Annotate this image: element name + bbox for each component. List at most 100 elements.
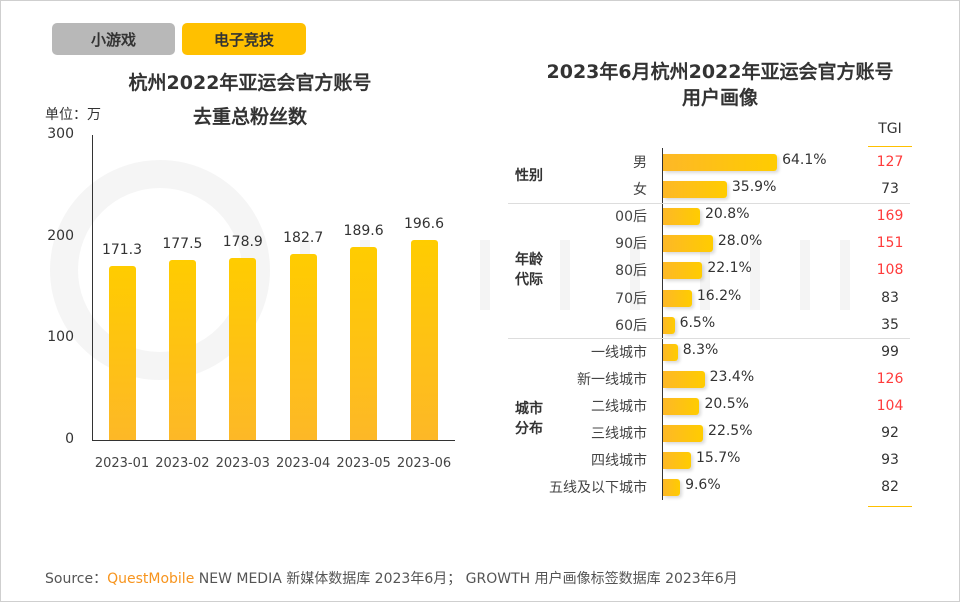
tgi-value: 151 <box>876 235 904 252</box>
tgi-value: 126 <box>876 370 904 387</box>
percent-label: 15.7% <box>695 450 741 467</box>
group-label: 城市 分布 <box>515 399 545 439</box>
percent-label: 35.9% <box>731 179 777 196</box>
bar-2023-02 <box>168 259 196 440</box>
bar-2023-03 <box>229 258 257 440</box>
tgi-value: 169 <box>876 208 904 225</box>
y-axis <box>92 135 93 440</box>
group-separator <box>508 338 910 340</box>
y-tick-label: 200 <box>47 227 74 244</box>
y-tick-label: 100 <box>47 329 74 346</box>
left-chart-title-2: 去重总粉丝数 <box>192 106 307 128</box>
category-label: 一线城市 <box>591 344 647 361</box>
category-label: 五线及以下城市 <box>549 480 647 497</box>
group-label: 年龄 代际 <box>515 250 545 290</box>
group-label-line1: 性别 <box>515 167 543 184</box>
data-label: 182.7 <box>283 230 324 247</box>
percent-label: 9.6% <box>685 477 721 494</box>
category-label: 00后 <box>615 209 647 226</box>
tgi-value: 83 <box>881 289 899 306</box>
y-tick-label: 0 <box>65 431 74 447</box>
percent-label: 23.4% <box>709 368 755 385</box>
percent-label: 20.8% <box>705 206 750 223</box>
group-label-line1: 年龄 <box>515 252 543 269</box>
right-chart-title-2: 用户画像 <box>681 87 758 109</box>
bar-女 <box>663 181 727 199</box>
category-label: 三线城市 <box>591 426 647 442</box>
group-label-line2: 代际 <box>515 272 543 289</box>
tgi-value: 93 <box>881 452 899 469</box>
percent-label: 6.5% <box>679 314 716 331</box>
x-axis <box>92 440 455 441</box>
percent-label: 28.0% <box>717 233 763 250</box>
percent-label: 64.1% <box>782 152 827 168</box>
percent-label: 16.2% <box>696 287 742 304</box>
tgi-footer-underline <box>868 506 912 507</box>
data-label: 196.6 <box>403 216 445 233</box>
category-label: 新一线城市 <box>577 371 647 388</box>
bar-四线城市 <box>663 452 691 470</box>
tgi-header-underline <box>868 146 912 147</box>
x-tick-label: 2023-04 <box>276 456 331 471</box>
x-tick-label: 2023-05 <box>336 456 391 471</box>
right-chart-title-1: 2023年6月杭州2022年亚运会官方账号 <box>546 61 894 83</box>
percent-label: 22.1% <box>707 260 752 277</box>
tgi-value: 99 <box>881 343 899 360</box>
bar-2023-04 <box>289 254 317 440</box>
tgi-value: 73 <box>881 181 899 198</box>
data-label: 189.6 <box>343 223 384 240</box>
bar-2023-06 <box>410 240 438 440</box>
category-axis <box>662 148 663 500</box>
bar-三线城市 <box>663 425 704 442</box>
percent-label: 20.5% <box>704 395 749 412</box>
data-label: 177.5 <box>162 235 203 252</box>
tgi-value: 127 <box>876 154 904 170</box>
bar-90后 <box>663 235 713 253</box>
category-label: 80后 <box>615 263 647 280</box>
bar-新一线城市 <box>663 370 705 388</box>
group-label-line2: 分布 <box>515 421 543 438</box>
category-label: 女 <box>633 182 647 199</box>
bar-五线及以下城市 <box>663 479 681 497</box>
bar-2023-05 <box>350 247 378 440</box>
tgi-value: 92 <box>881 425 899 441</box>
bar-60后 <box>663 316 675 334</box>
source-text: NEW MEDIA 新媒体数据库 2023年6月； GROWTH 用户画像标签数… <box>194 571 738 587</box>
percent-label: 22.5% <box>708 423 753 439</box>
tgi-value: 108 <box>876 262 904 279</box>
category-label: 70后 <box>615 290 647 307</box>
y-tick-label: 300 <box>47 126 74 142</box>
source-prefix: Source： <box>45 571 108 587</box>
x-tick-label: 2023-02 <box>155 456 210 471</box>
group-label: 性别 <box>515 166 545 186</box>
category-label: 二线城市 <box>591 398 647 415</box>
bar-一线城市 <box>663 343 678 361</box>
bar-2023-01 <box>108 265 136 440</box>
bar-男 <box>663 154 778 171</box>
source-note: Source：QuestMobile NEW MEDIA 新媒体数据库 2023… <box>45 568 738 588</box>
tab-esports[interactable]: 电子竞技 <box>182 23 306 55</box>
tgi-value: 35 <box>881 316 899 333</box>
data-label: 178.9 <box>222 234 263 251</box>
data-label: 171.3 <box>101 241 143 258</box>
x-tick-label: 2023-03 <box>215 456 270 471</box>
tab-mini-games[interactable]: 小游戏 <box>52 23 175 55</box>
x-tick-label: 2023-06 <box>396 456 452 471</box>
group-label-line1: 城市 <box>515 401 543 418</box>
bar-80后 <box>663 262 703 280</box>
tgi-value: 104 <box>876 397 904 414</box>
x-tick-label: 2023-01 <box>94 456 150 471</box>
tgi-header: TGI <box>878 121 902 137</box>
bar-70后 <box>663 289 692 307</box>
category-label: 四线城市 <box>591 453 647 470</box>
unit-label: 单位：万 <box>45 107 101 123</box>
group-separator <box>508 202 910 204</box>
percent-label: 8.3% <box>682 341 719 358</box>
bar-00后 <box>663 208 701 226</box>
bar-二线城市 <box>663 397 700 415</box>
category-label: 60后 <box>615 317 647 334</box>
category-label: 90后 <box>615 236 647 253</box>
category-label: 男 <box>633 155 647 171</box>
tgi-value: 82 <box>881 479 899 496</box>
source-brand: QuestMobile <box>107 571 195 587</box>
